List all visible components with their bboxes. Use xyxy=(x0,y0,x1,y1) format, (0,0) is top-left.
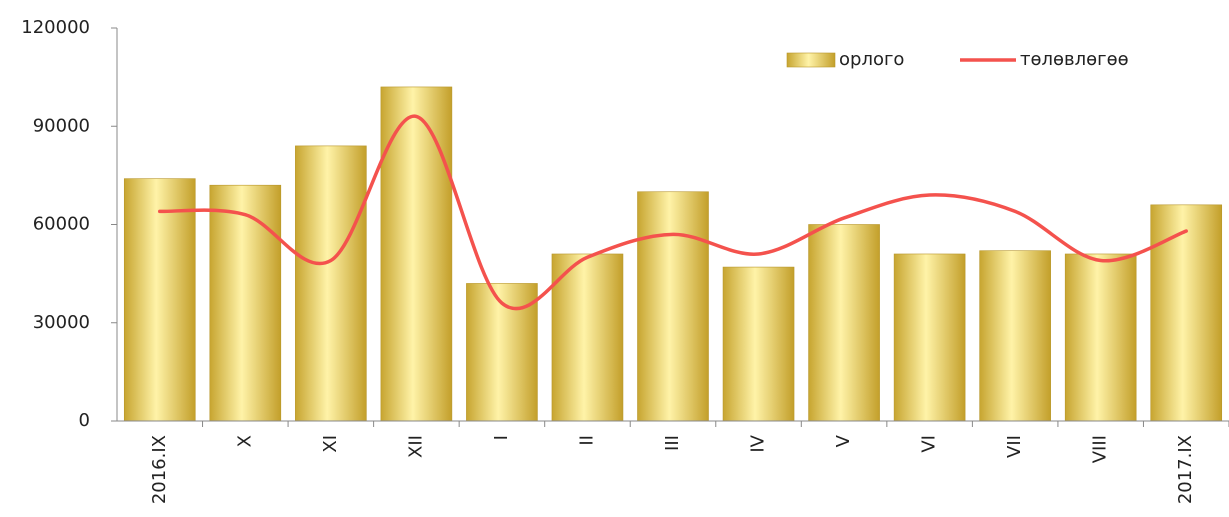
x-tick-label: III xyxy=(662,435,683,451)
x-tick-label: VI xyxy=(919,435,940,453)
x-tick-label: VIII xyxy=(1090,435,1111,463)
bar xyxy=(209,184,282,422)
x-tick-label: 2016.IX xyxy=(149,435,170,504)
bar xyxy=(637,191,709,422)
x-tick-label: V xyxy=(833,434,854,447)
x-tick-label: XI xyxy=(320,435,341,453)
y-tick-label: 90000 xyxy=(33,115,90,136)
x-tick-label: XII xyxy=(405,435,426,458)
line xyxy=(158,114,1188,311)
x-tick-label: X xyxy=(234,435,255,447)
bar xyxy=(295,145,367,422)
legend-label: төлөвлөгөө xyxy=(1020,49,1129,70)
x-tick-label: I xyxy=(491,435,512,440)
bar xyxy=(979,250,1051,422)
y-tick-label: 60000 xyxy=(33,214,90,235)
bar xyxy=(1150,204,1223,422)
bar xyxy=(123,178,196,422)
bar xyxy=(808,224,880,422)
bar xyxy=(893,253,966,422)
x-tick-label: VII xyxy=(1004,435,1025,458)
x-tick-label: 2017.IX xyxy=(1175,435,1196,504)
bar xyxy=(722,266,795,422)
y-tick-label: 30000 xyxy=(33,312,90,333)
bar xyxy=(551,253,624,422)
x-tick-label: II xyxy=(576,435,597,446)
legend-swatch xyxy=(786,52,836,68)
x-tick-label: IV xyxy=(748,434,769,452)
bar xyxy=(380,86,453,422)
legend-label: орлого xyxy=(839,49,904,70)
y-tick-label: 120000 xyxy=(21,17,90,38)
bar xyxy=(1064,253,1137,422)
y-tick-label: 0 xyxy=(79,410,90,431)
